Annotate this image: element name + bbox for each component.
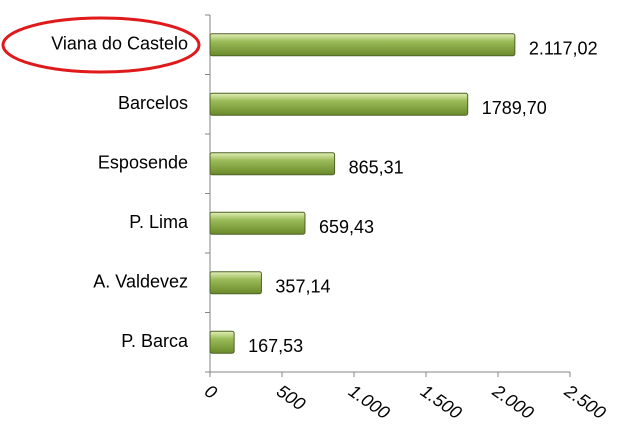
- x-tick-label: 500: [273, 381, 309, 415]
- data-label: 1789,70: [482, 98, 547, 118]
- y-tick-label: Esposende: [98, 153, 188, 173]
- data-label: 2.117,02: [529, 39, 598, 59]
- x-tick-label: 0: [201, 381, 221, 403]
- x-tick-label: 1.500: [417, 381, 465, 423]
- data-label: 865,31: [349, 158, 404, 178]
- y-tick-label: P. Lima: [129, 212, 189, 232]
- bar: [209, 152, 336, 176]
- data-label: 167,53: [248, 336, 303, 356]
- y-tick-label: A. Valdevez: [93, 272, 188, 292]
- highlight-ellipse: [1, 16, 201, 74]
- y-tick-label: Barcelos: [118, 93, 188, 113]
- bar: [209, 211, 306, 235]
- bar: [209, 33, 516, 57]
- data-label: 357,14: [275, 277, 330, 297]
- y-tick-label: P. Barca: [121, 331, 189, 351]
- y-tick-label: Viana do Castelo: [51, 34, 188, 54]
- bar: [209, 92, 469, 116]
- x-tick-label: 1.000: [345, 381, 393, 423]
- x-tick-label: 2.000: [488, 380, 537, 423]
- bar: [209, 271, 262, 295]
- data-label: 659,43: [319, 217, 374, 237]
- x-tick-label: 2.500: [560, 380, 609, 423]
- bar: [209, 330, 235, 354]
